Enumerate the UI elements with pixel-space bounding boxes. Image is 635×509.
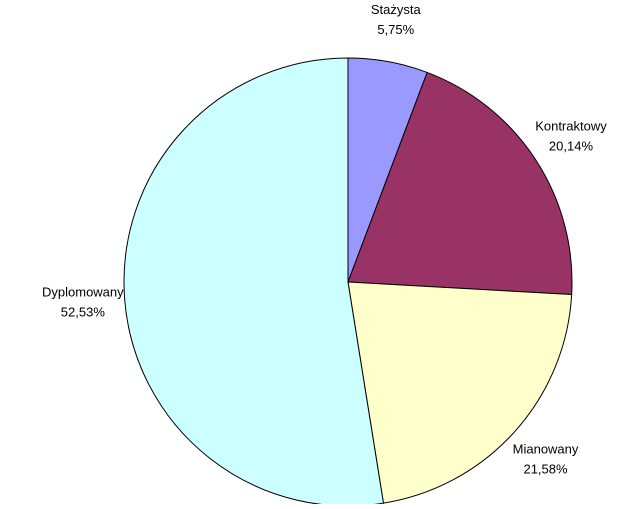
slice-label: Dyplomowany: [42, 285, 124, 300]
slice-value-label: 52,53%: [61, 305, 106, 320]
pie-slice: [347, 281, 573, 504]
pie-slice: [123, 57, 385, 507]
slice-label: Stażysta: [371, 2, 422, 17]
pie-slice: [347, 71, 573, 296]
slice-value-label: 20,14%: [549, 138, 594, 153]
slice-label: Mianowany: [513, 442, 579, 457]
slice-label: Kontraktowy: [535, 118, 607, 133]
slice-value-label: 5,75%: [377, 22, 414, 37]
slice-value-label: 21,58%: [523, 462, 568, 477]
